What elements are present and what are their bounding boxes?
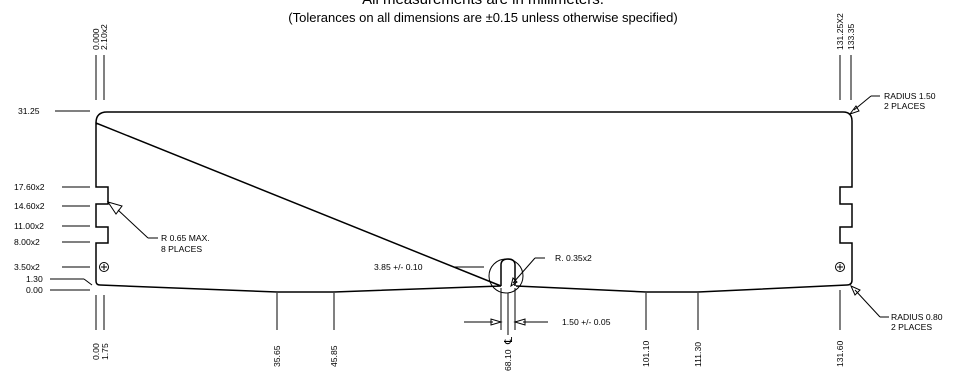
notch-radius-leader	[106, 201, 158, 239]
dim-bottom-35-65: 35.65	[272, 345, 282, 367]
top-corner-radius-note-2: 2 PLACES	[884, 101, 925, 111]
centerline-symbol: ℄	[503, 337, 515, 345]
dim-bottom-1-75: 1.75	[100, 343, 110, 360]
bottom-ext-lines	[95, 290, 841, 335]
drawing-title: All measurements are in millimeters.	[0, 0, 966, 8]
bottom-corner-radius-leader	[850, 285, 889, 318]
dim-left-offset: 2.10x2	[99, 24, 109, 50]
slot-radius-note: R. 0.35x2	[555, 253, 592, 263]
top-left-ext-lines	[95, 55, 105, 100]
dim-14-60: 14.60x2	[14, 201, 45, 211]
dim-bottom-68-10: 68.10	[503, 349, 513, 371]
mounting-hole-left	[99, 262, 109, 272]
slot-radius-leader	[510, 257, 545, 288]
dim-3-50: 3.50x2	[14, 262, 40, 272]
dim-1-30: 1.30	[26, 274, 43, 284]
bottom-corner-radius-note-1: RADIUS 0.80	[891, 312, 943, 322]
dim-bottom-131-60: 131.60	[835, 340, 845, 367]
tolerance-note: (Tolerances on all dimensions are ±0.15 …	[288, 10, 678, 25]
dim-0-00-left: 0.00	[26, 285, 43, 295]
slot-width-dim-lines	[464, 288, 548, 330]
dim-11-00: 11.00x2	[14, 221, 44, 231]
bottom-corner-radius-note-2: 2 PLACES	[891, 322, 932, 332]
top-corner-radius-leader	[848, 95, 880, 115]
dim-right-a: 131.25X2	[835, 13, 845, 50]
mounting-hole-right	[835, 262, 845, 272]
dim-bottom-45-85: 45.85	[329, 345, 339, 367]
dim-8-00: 8.00x2	[14, 237, 40, 247]
notch-radius-note-1: R 0.65 MAX.	[161, 233, 210, 243]
notch-radius-note-2: 8 PLACES	[161, 244, 202, 254]
slot-width-note: 1.50 +/- 0.05	[562, 317, 611, 327]
top-right-ext-lines	[839, 55, 852, 100]
left-dim-leaders	[50, 110, 93, 291]
dim-17-60: 17.60x2	[14, 182, 45, 192]
slot-outline	[500, 258, 516, 286]
dim-right-b: 133.35	[846, 23, 856, 50]
top-corner-radius-note-1: RADIUS 1.50	[884, 91, 936, 101]
dim-31-25: 31.25	[18, 106, 40, 116]
part-outline	[95, 111, 853, 293]
dim-bottom-101-10: 101.10	[641, 340, 651, 367]
slot-detail-circle	[488, 258, 524, 294]
dim-bottom-0-00: 0.00	[91, 343, 101, 360]
slot-depth-note: 3.85 +/- 0.10	[374, 262, 423, 272]
dim-left-origin: 0.000	[91, 28, 101, 50]
dim-bottom-111-30: 111.30	[693, 342, 703, 367]
